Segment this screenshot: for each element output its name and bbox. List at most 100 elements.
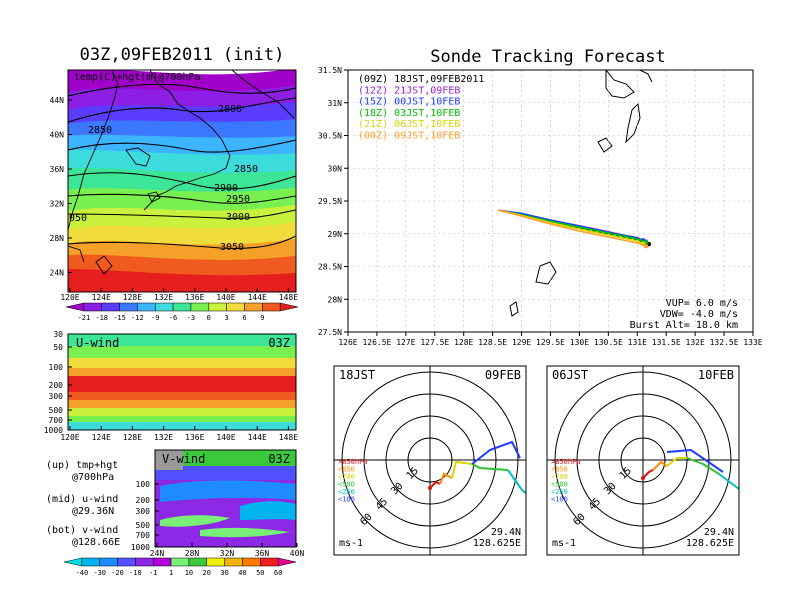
hodograph-lon: 128.625E: [686, 538, 734, 549]
v-wind-time: 03Z: [268, 452, 290, 466]
left-title: 03Z,09FEB2011 (init): [80, 45, 285, 65]
lat-tick-label: 28N: [50, 234, 65, 243]
temperature-band: [68, 269, 296, 292]
u-wind-field: [68, 334, 296, 430]
coastlines: [68, 70, 295, 275]
lon-tick-label: 144E: [248, 293, 267, 302]
lon-tick-label: 124E: [92, 433, 111, 442]
colorbar-label: 50: [256, 569, 264, 577]
y-tick-label: 30.5N: [318, 132, 342, 141]
pressure-tick-label: 30: [53, 330, 63, 339]
level-key: <100: [551, 496, 568, 504]
colorbar-swatch: [137, 302, 156, 312]
colorbar-swatch: [190, 302, 210, 312]
colorbar-swatch: [170, 557, 190, 567]
colorbar-label: 3: [225, 314, 229, 322]
track-line: [498, 209, 647, 247]
pressure-tick-label: 300: [136, 507, 151, 516]
colorbar-swatch: [172, 302, 192, 312]
lon-tick-label: 132E: [154, 293, 173, 302]
colorbar-label: -21: [78, 314, 91, 322]
hodograph-unit: ms-1: [552, 538, 576, 549]
x-tick-label: 130E: [570, 338, 589, 347]
x-tick-label: 132E: [686, 338, 705, 347]
note-mid-level: @29.36N: [72, 506, 114, 517]
pressure-tick-label: 100: [49, 363, 64, 372]
hodograph-unit: ms-1: [339, 538, 363, 549]
lat-tick-label: 24N: [150, 549, 165, 558]
colorbar-swatch: [224, 557, 243, 567]
colorbar-label: -18: [95, 314, 108, 322]
contour-labels: 2800 2850 2850 2900 2950 3000 3050 050: [69, 104, 258, 253]
hodograph-segment: [666, 448, 724, 473]
y-tick-label: 27.5N: [318, 328, 342, 337]
pressure-tick-label: 200: [136, 496, 151, 505]
note-up: (up) tmp+hgt: [46, 460, 118, 471]
colorbar-label: -40: [76, 569, 89, 577]
hodograph-frame: [333, 365, 527, 556]
v-lat-ticks: 24N 28N 32N 36N 40N: [150, 543, 304, 558]
colorbar-label: 60: [274, 569, 282, 577]
hodograph-date-label: 09FEB: [485, 368, 521, 382]
legend-entry: (18Z) 03JST,10FEB: [358, 108, 460, 119]
x-tick-label: 128E: [454, 338, 473, 347]
colorbar-swatch: [208, 302, 227, 312]
temperature-band: [68, 204, 296, 230]
y-tick-label: 29.5N: [318, 197, 342, 206]
track-coastlines: [509, 70, 653, 317]
y-tick-label: 30N: [328, 164, 343, 173]
track-title: Sonde Tracking Forecast: [430, 47, 665, 67]
lat-tick-label: 40N: [50, 131, 65, 140]
lon-tick-label: 124E: [92, 293, 111, 302]
colorbar-label: 6: [242, 314, 246, 322]
annotation-vup: VUP= 6.0 m/s: [666, 298, 738, 309]
annotation-vdw: VDW= -4.0 m/s: [660, 309, 738, 320]
lat-tick-label: 32N: [50, 200, 65, 209]
track-annotations: VUP= 6.0 m/s VDW= -4.0 m/s Burst Alt= 18…: [630, 298, 738, 331]
x-tick-label: 127.5E: [420, 338, 449, 347]
pressure-tick-label: 1000: [131, 543, 150, 552]
hodograph-frame: [546, 365, 740, 556]
colorbar-label: 9: [260, 314, 264, 322]
temperature-band: [68, 187, 296, 213]
note-mid: (mid) u-wind: [46, 494, 118, 505]
colorbar-swatch: [99, 557, 118, 567]
contour-label: 050: [69, 213, 87, 224]
colorbar-swatch: [135, 557, 154, 567]
pressure-tick-label: 500: [49, 406, 64, 415]
colorbar-label: -20: [111, 569, 124, 577]
temperature-colorbar: -21 -18 -15 -12 -9 -6 -3 0 3 6 9: [65, 302, 299, 322]
level-key: <850: [551, 466, 568, 474]
temperature-band: [68, 221, 296, 247]
contour-label: 2900: [214, 183, 238, 194]
hodograph-segment: [666, 457, 687, 467]
level-key: <500: [551, 481, 568, 489]
u-wind-frame: [67, 333, 297, 431]
height-contours: [68, 83, 296, 249]
level-key: <850: [338, 466, 355, 474]
hodograph-segment: [429, 480, 441, 489]
hodograph-plot: [547, 366, 739, 555]
hodograph-segment: [471, 463, 509, 471]
u-lon-ticks: 120E 124E 128E 132E 136E 140E 144E 148E: [60, 426, 298, 442]
annotation-burst: Burst Alt= 18.0 km: [630, 320, 738, 331]
hodograph-segment: [642, 469, 654, 479]
hodograph-segment: [686, 457, 720, 475]
legend-entry: (00Z) 09JST,10FEB: [358, 131, 460, 142]
y-tick-label: 29N: [328, 230, 343, 239]
temperature-field: [68, 70, 296, 292]
map-frame: [67, 69, 297, 293]
lat-tick-label: 36N: [255, 549, 270, 558]
y-tick-label: 28N: [328, 295, 343, 304]
contour-label: 2800: [218, 104, 242, 115]
colorbar-label: 20: [203, 569, 211, 577]
hodograph-segment: [718, 473, 739, 491]
contour-label: 3050: [220, 242, 244, 253]
v-wind-field: [155, 450, 296, 547]
y-tick-label: 31.5N: [318, 66, 342, 75]
colorbar-swatch: [279, 302, 299, 312]
colorbar-swatch: [244, 302, 263, 312]
